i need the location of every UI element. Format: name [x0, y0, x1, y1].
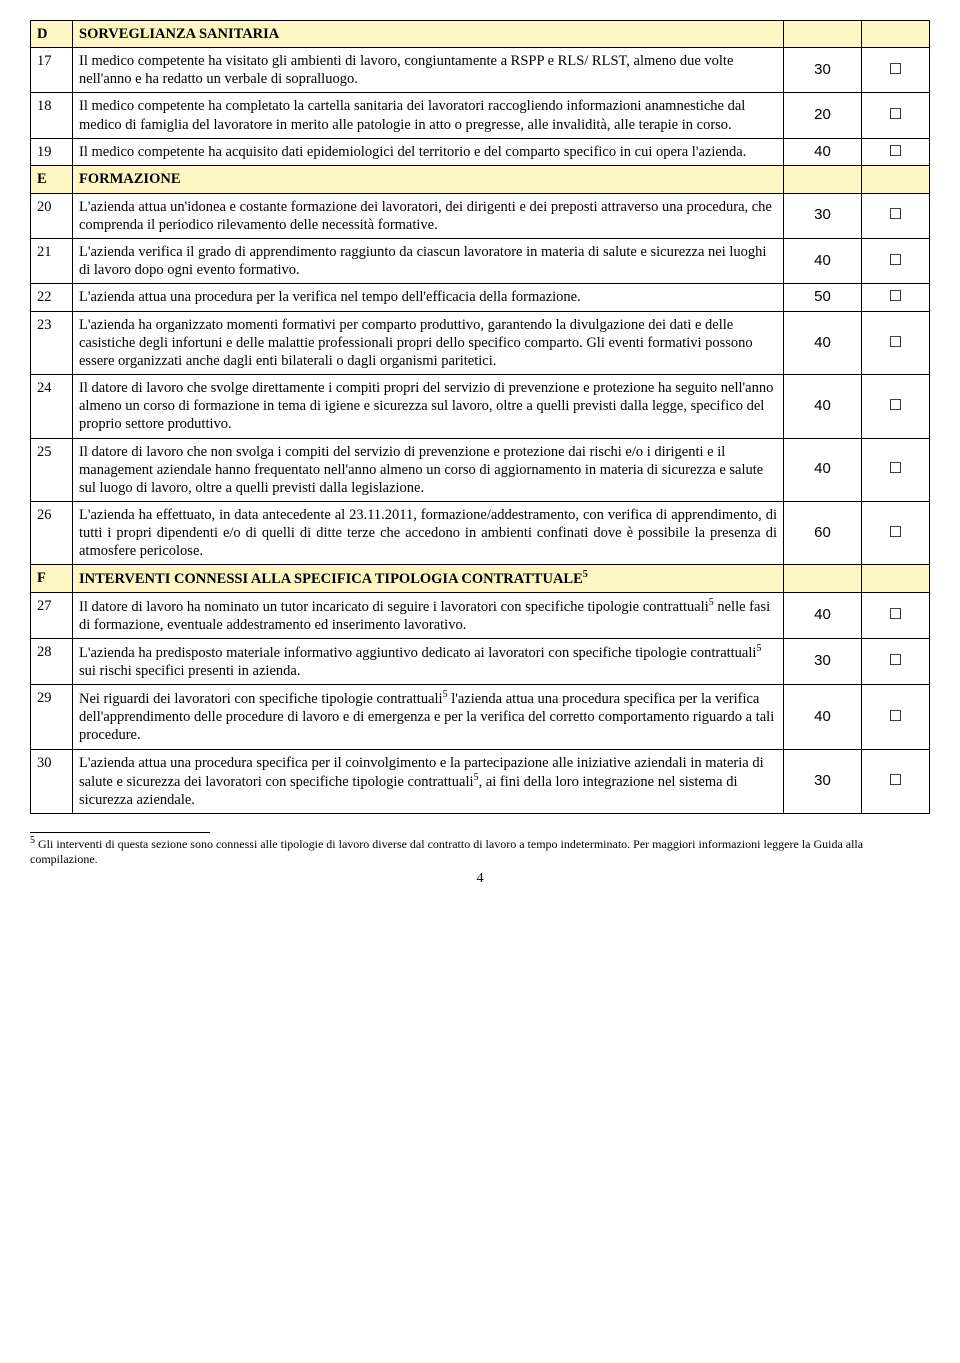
- row-points: 50: [784, 284, 862, 312]
- footnote-separator: [30, 832, 210, 833]
- row-points: 40: [784, 593, 862, 639]
- row-points: 40: [784, 438, 862, 501]
- row-text: Il medico competente ha completato la ca…: [73, 93, 784, 138]
- row-text-pre: Il datore di lavoro ha nominato un tutor…: [79, 599, 709, 615]
- row-points: 30: [784, 639, 862, 685]
- row-checkbox[interactable]: ☐: [862, 375, 930, 438]
- row-checkbox[interactable]: ☐: [862, 685, 930, 749]
- table-row: 21 L'azienda verifica il grado di appren…: [31, 238, 930, 283]
- table-row: 19 Il medico competente ha acquisito dat…: [31, 138, 930, 166]
- section-title: FORMAZIONE: [73, 166, 784, 193]
- row-checkbox[interactable]: ☐: [862, 593, 930, 639]
- row-checkbox[interactable]: ☐: [862, 238, 930, 283]
- footnote-text: Gli interventi di questa sezione sono co…: [30, 837, 863, 866]
- table-row: 23 L'azienda ha organizzato momenti form…: [31, 311, 930, 374]
- section-sup: 5: [583, 569, 588, 580]
- row-checkbox[interactable]: ☐: [862, 749, 930, 813]
- row-text: Il datore di lavoro che svolge direttame…: [73, 375, 784, 438]
- compliance-table: D SORVEGLIANZA SANITARIA 17 Il medico co…: [30, 20, 930, 814]
- section-pts-blank: [784, 21, 862, 48]
- row-text: L'azienda attua una procedura per la ver…: [73, 284, 784, 312]
- row-number: 21: [31, 238, 73, 283]
- section-title-text: INTERVENTI CONNESSI ALLA SPECIFICA TIPOL…: [79, 571, 583, 587]
- row-points: 40: [784, 375, 862, 438]
- row-points: 30: [784, 193, 862, 238]
- section-letter: E: [31, 166, 73, 193]
- row-checkbox[interactable]: ☐: [862, 48, 930, 93]
- table-row: 24 Il datore di lavoro che svolge dirett…: [31, 375, 930, 438]
- page-number: 4: [30, 871, 930, 887]
- row-checkbox[interactable]: ☐: [862, 438, 930, 501]
- row-points: 40: [784, 685, 862, 749]
- row-number: 30: [31, 749, 73, 813]
- row-checkbox[interactable]: ☐: [862, 193, 930, 238]
- row-points: 40: [784, 311, 862, 374]
- row-text-pre: L'azienda ha predisposto materiale infor…: [79, 645, 756, 661]
- row-number: 25: [31, 438, 73, 501]
- row-points: 20: [784, 93, 862, 138]
- footnote: 5 Gli interventi di questa sezione sono …: [30, 835, 930, 867]
- row-text: L'azienda verifica il grado di apprendim…: [73, 238, 784, 283]
- row-number: 26: [31, 501, 73, 564]
- row-text: Nei riguardi dei lavoratori con specific…: [73, 685, 784, 749]
- row-text: Il medico competente ha acquisito dati e…: [73, 138, 784, 166]
- section-row-e: E FORMAZIONE: [31, 166, 930, 193]
- row-checkbox[interactable]: ☐: [862, 93, 930, 138]
- row-text: Il medico competente ha visitato gli amb…: [73, 48, 784, 93]
- row-number: 18: [31, 93, 73, 138]
- section-row-f: F INTERVENTI CONNESSI ALLA SPECIFICA TIP…: [31, 565, 930, 593]
- table-row: 28 L'azienda ha predisposto materiale in…: [31, 639, 930, 685]
- row-text: L'azienda attua una procedura specifica …: [73, 749, 784, 813]
- row-number: 29: [31, 685, 73, 749]
- row-number: 19: [31, 138, 73, 166]
- row-text-pre: Nei riguardi dei lavoratori con specific…: [79, 691, 443, 707]
- row-checkbox[interactable]: ☐: [862, 311, 930, 374]
- table-row: 20 L'azienda attua un'idonea e costante …: [31, 193, 930, 238]
- row-checkbox[interactable]: ☐: [862, 501, 930, 564]
- section-row-d: D SORVEGLIANZA SANITARIA: [31, 21, 930, 48]
- table-row: 26 L'azienda ha effettuato, in data ante…: [31, 501, 930, 564]
- row-text: L'azienda ha effettuato, in data anteced…: [73, 501, 784, 564]
- row-number: 17: [31, 48, 73, 93]
- row-points: 40: [784, 238, 862, 283]
- section-pts-blank: [784, 166, 862, 193]
- row-number: 27: [31, 593, 73, 639]
- section-chk-blank: [862, 21, 930, 48]
- section-letter: F: [31, 565, 73, 593]
- row-checkbox[interactable]: ☐: [862, 639, 930, 685]
- table-row: 27 Il datore di lavoro ha nominato un tu…: [31, 593, 930, 639]
- row-text: L'azienda ha predisposto materiale infor…: [73, 639, 784, 685]
- row-checkbox[interactable]: ☐: [862, 284, 930, 312]
- section-chk-blank: [862, 565, 930, 593]
- table-row: 29 Nei riguardi dei lavoratori con speci…: [31, 685, 930, 749]
- row-text: Il datore di lavoro che non svolga i com…: [73, 438, 784, 501]
- section-title: SORVEGLIANZA SANITARIA: [73, 21, 784, 48]
- row-text: L'azienda attua un'idonea e costante for…: [73, 193, 784, 238]
- row-sup: 5: [756, 643, 761, 654]
- row-number: 20: [31, 193, 73, 238]
- table-row: 18 Il medico competente ha completato la…: [31, 93, 930, 138]
- row-points: 60: [784, 501, 862, 564]
- table-row: 17 Il medico competente ha visitato gli …: [31, 48, 930, 93]
- row-number: 23: [31, 311, 73, 374]
- section-chk-blank: [862, 166, 930, 193]
- section-pts-blank: [784, 565, 862, 593]
- row-text-post: sui rischi specifici presenti in azienda…: [79, 663, 300, 679]
- row-points: 30: [784, 48, 862, 93]
- section-title: INTERVENTI CONNESSI ALLA SPECIFICA TIPOL…: [73, 565, 784, 593]
- row-number: 24: [31, 375, 73, 438]
- row-number: 28: [31, 639, 73, 685]
- table-row: 22 L'azienda attua una procedura per la …: [31, 284, 930, 312]
- row-text: Il datore di lavoro ha nominato un tutor…: [73, 593, 784, 639]
- section-letter: D: [31, 21, 73, 48]
- row-checkbox[interactable]: ☐: [862, 138, 930, 166]
- row-points: 30: [784, 749, 862, 813]
- row-number: 22: [31, 284, 73, 312]
- row-text: L'azienda ha organizzato momenti formati…: [73, 311, 784, 374]
- table-row: 30 L'azienda attua una procedura specifi…: [31, 749, 930, 813]
- row-points: 40: [784, 138, 862, 166]
- table-row: 25 Il datore di lavoro che non svolga i …: [31, 438, 930, 501]
